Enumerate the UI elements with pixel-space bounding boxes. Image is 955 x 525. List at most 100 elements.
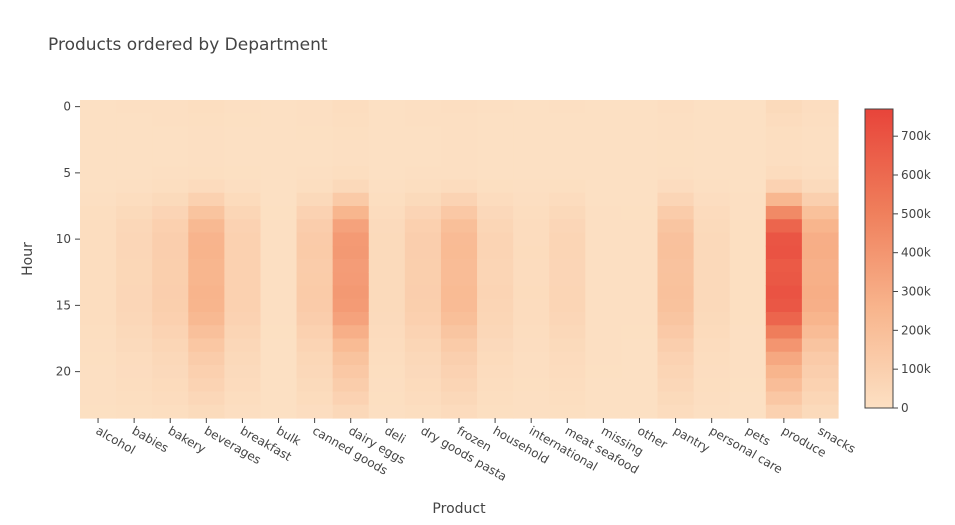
heatmap-cell xyxy=(549,139,586,154)
heatmap-cell xyxy=(188,126,225,141)
heatmap-cell xyxy=(260,378,298,393)
heatmap-cell xyxy=(801,285,839,300)
heatmap-cell xyxy=(585,126,623,141)
heatmap-cell xyxy=(80,298,117,313)
heatmap-cell xyxy=(477,338,514,353)
heatmap-cell xyxy=(260,179,298,194)
heatmap-cell xyxy=(404,206,442,220)
heatmap-cell xyxy=(440,245,478,260)
heatmap-cell xyxy=(729,391,767,406)
heatmap-cell xyxy=(80,312,117,326)
heatmap-cell xyxy=(693,100,731,114)
heatmap-cell xyxy=(152,100,189,114)
heatmap-cell xyxy=(296,312,334,326)
heatmap-cell xyxy=(477,166,514,181)
heatmap-cell xyxy=(296,285,334,300)
heatmap-cell xyxy=(224,404,262,419)
heatmap-cell xyxy=(116,391,153,406)
heatmap-cell xyxy=(80,404,117,419)
heatmap-cell xyxy=(332,351,370,366)
heatmap-cell xyxy=(224,312,262,326)
heatmap-cell xyxy=(332,126,370,141)
heatmap-cell xyxy=(80,206,117,220)
heatmap-cell xyxy=(477,298,514,313)
chart-title: Products ordered by Department xyxy=(48,35,328,55)
heatmap-cell xyxy=(477,365,514,379)
heatmap-cell xyxy=(549,126,586,141)
heatmap-cell xyxy=(549,312,586,326)
heatmap-cell xyxy=(513,139,550,154)
heatmap-cell xyxy=(80,338,117,353)
heatmap-cell xyxy=(440,378,478,393)
heatmap-cell xyxy=(224,245,262,260)
heatmap-cell xyxy=(657,391,695,406)
heatmap-cell xyxy=(621,219,659,234)
heatmap-cell xyxy=(332,232,370,247)
heatmap-cell xyxy=(332,338,370,353)
heatmap-cell xyxy=(260,153,298,167)
heatmap-cell xyxy=(513,219,550,234)
heatmap-cell xyxy=(368,404,406,419)
heatmap-cell xyxy=(368,100,406,114)
heatmap-cell xyxy=(549,232,586,247)
heatmap-cell xyxy=(404,179,442,194)
heatmap-cell xyxy=(693,285,731,300)
heatmap-cell xyxy=(188,272,225,287)
heatmap-cell xyxy=(621,259,659,273)
heatmap-cell xyxy=(693,259,731,273)
heatmap-cell xyxy=(332,272,370,287)
heatmap-cell xyxy=(332,404,370,419)
y-tick-label: 0 xyxy=(63,100,71,114)
heatmap-cell xyxy=(224,232,262,247)
colorbar-tick-label: 600k xyxy=(901,168,931,182)
heatmap-cell xyxy=(513,325,550,340)
heatmap-cell xyxy=(404,192,442,207)
colorbar-tick-label: 300k xyxy=(901,285,931,299)
heatmap-cell xyxy=(404,232,442,247)
heatmap-cell xyxy=(260,139,298,154)
heatmap-cell xyxy=(513,365,550,379)
heatmap-cell xyxy=(188,391,225,406)
heatmap-cell xyxy=(621,298,659,313)
heatmap-cell xyxy=(116,404,153,419)
heatmap-cell xyxy=(368,338,406,353)
heatmap-cell xyxy=(801,272,839,287)
heatmap-cell xyxy=(368,219,406,234)
heatmap-cell xyxy=(765,113,803,128)
heatmap-cell xyxy=(549,113,586,128)
colorbar-tick-label: 700k xyxy=(901,129,931,143)
heatmap-cell xyxy=(440,365,478,379)
heatmap-cell xyxy=(477,245,514,260)
heatmap-cell xyxy=(188,259,225,273)
heatmap-cell xyxy=(729,139,767,154)
heatmap-cell xyxy=(80,351,117,366)
heatmap-cell xyxy=(80,391,117,406)
heatmap-cell xyxy=(188,139,225,154)
heatmap-cell xyxy=(80,139,117,154)
heatmap-cell xyxy=(260,232,298,247)
heatmap-cell xyxy=(801,245,839,260)
heatmap-cell xyxy=(657,179,695,194)
heatmap-cell xyxy=(693,206,731,220)
heatmap-cell xyxy=(116,245,153,260)
heatmap-cell xyxy=(513,206,550,220)
x-tick-label: babies xyxy=(130,423,171,455)
heatmap-cell xyxy=(513,285,550,300)
heatmap-cell xyxy=(729,365,767,379)
heatmap-cell xyxy=(621,312,659,326)
heatmap-cell xyxy=(368,325,406,340)
heatmap-cell xyxy=(296,113,334,128)
heatmap-cell xyxy=(585,100,623,114)
heatmap-cell xyxy=(765,325,803,340)
heatmap-cell xyxy=(116,312,153,326)
heatmap-cell xyxy=(765,259,803,273)
heatmap-cell xyxy=(621,100,659,114)
heatmap-cell xyxy=(440,179,478,194)
heatmap-cell xyxy=(477,391,514,406)
heatmap-cell xyxy=(440,325,478,340)
heatmap-cell xyxy=(513,404,550,419)
heatmap-cell xyxy=(585,338,623,353)
heatmap-cell xyxy=(80,166,117,181)
heatmap-cell xyxy=(80,113,117,128)
y-axis: 0 5 10 15 20 xyxy=(56,100,80,379)
